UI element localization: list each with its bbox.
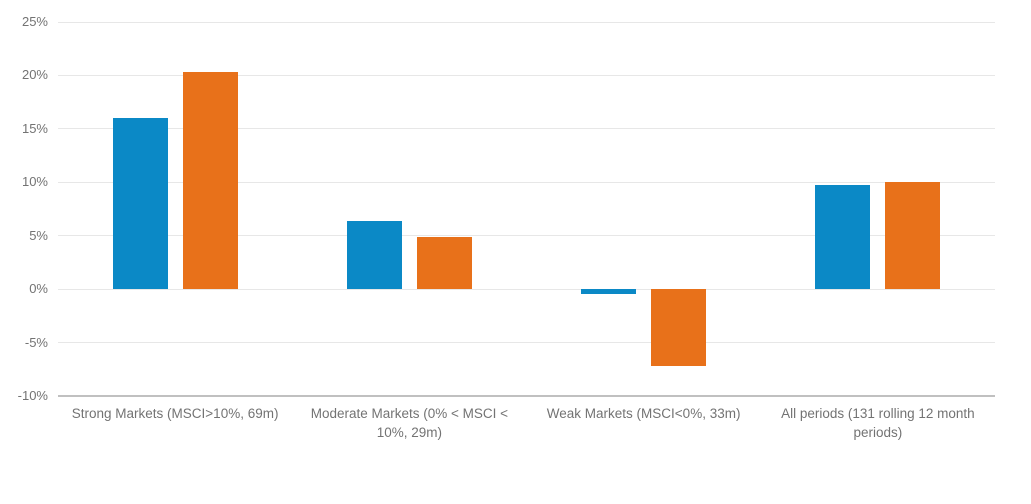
y-tick-label: 5% (29, 227, 48, 243)
gridline--5% (58, 342, 995, 344)
gridline-15% (58, 128, 995, 130)
x-axis-category-label: Weak Markets (MSCI<0%, 33m) (546, 406, 741, 421)
gridline-10% (58, 181, 995, 183)
bar-series-1-category-3[interactable] (581, 289, 637, 295)
bar-series-2-category-1[interactable] (182, 72, 238, 290)
gridline-25% (58, 21, 995, 23)
bar-series-2-category-3[interactable] (651, 289, 707, 367)
gridline-0% (58, 288, 995, 290)
x-axis-category-label: Moderate Markets (0% < MSCI < 10%, 29m) (310, 406, 509, 440)
y-tick-label: -5% (24, 334, 48, 350)
x-axis-category-label: Strong Markets (MSCI>10%, 69m) (71, 406, 279, 421)
bar-series-1-category-2[interactable] (346, 220, 402, 290)
y-tick-label: -10% (17, 388, 48, 403)
y-tick-label: 15% (21, 120, 48, 136)
bar-series-2-category-4[interactable] (885, 182, 941, 290)
y-tick-label: 25% (21, 14, 48, 29)
gridline-5% (58, 235, 995, 237)
gridline-20% (58, 74, 995, 76)
x-axis-category-label: All periods (131 rolling 12 month period… (781, 406, 975, 440)
bar-series-2-category-2[interactable] (416, 236, 472, 290)
y-tick-label: 0% (29, 281, 48, 297)
bar-series-1-category-4[interactable] (815, 185, 871, 290)
bar-series-1-category-1[interactable] (112, 118, 168, 290)
x-axis-line (58, 395, 995, 397)
y-tick-label: 10% (21, 174, 48, 190)
y-tick-label: 20% (21, 67, 48, 83)
